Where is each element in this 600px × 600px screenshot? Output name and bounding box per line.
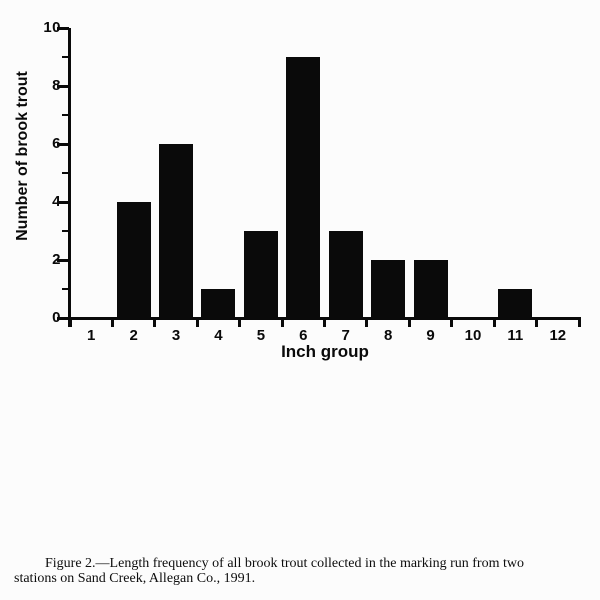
x-tick bbox=[238, 320, 242, 327]
x-tick-label: 5 bbox=[256, 327, 266, 344]
y-major-tick bbox=[57, 27, 69, 30]
y-tick-label: 2 bbox=[52, 251, 61, 268]
x-tick-label: 11 bbox=[507, 327, 524, 344]
y-minor-tick bbox=[62, 114, 69, 116]
y-minor-tick bbox=[62, 56, 69, 58]
y-tick-label: 8 bbox=[52, 77, 61, 94]
bar bbox=[371, 260, 406, 319]
y-major-tick bbox=[57, 143, 69, 146]
bar bbox=[243, 231, 278, 319]
figure-caption: Figure 2.—Length frequency of all brook … bbox=[14, 556, 586, 586]
x-tick bbox=[280, 320, 284, 327]
x-axis-line bbox=[68, 317, 581, 320]
x-tick bbox=[450, 320, 454, 327]
y-major-tick bbox=[57, 317, 69, 320]
x-tick bbox=[577, 320, 581, 327]
x-tick bbox=[110, 320, 114, 327]
bar bbox=[328, 231, 363, 319]
x-tick bbox=[68, 320, 72, 327]
y-major-tick bbox=[57, 85, 69, 88]
x-tick bbox=[323, 320, 326, 327]
x-tick bbox=[492, 320, 496, 327]
x-tick-label: 7 bbox=[341, 327, 350, 344]
y-minor-tick bbox=[62, 230, 69, 232]
y-major-tick bbox=[57, 259, 69, 262]
figure-caption-line: Figure 2.—Length frequency of all brook … bbox=[45, 556, 524, 571]
x-tick-label: 9 bbox=[426, 327, 435, 344]
bar bbox=[159, 144, 194, 319]
y-minor-tick bbox=[62, 288, 69, 290]
y-tick-label: 6 bbox=[52, 135, 61, 152]
x-tick bbox=[195, 320, 199, 327]
bar bbox=[286, 57, 321, 319]
figure-caption-line: stations on Sand Creek, Allegan Co., 199… bbox=[14, 571, 256, 586]
y-major-tick bbox=[57, 201, 69, 204]
x-tick-label: 6 bbox=[299, 327, 308, 344]
y-axis-line bbox=[68, 28, 71, 327]
x-tick bbox=[407, 320, 411, 327]
x-tick bbox=[535, 320, 539, 327]
bar bbox=[201, 289, 236, 319]
y-axis-title: Number of brook trout bbox=[14, 71, 31, 241]
x-tick bbox=[153, 320, 157, 327]
y-minor-tick bbox=[62, 172, 69, 174]
x-tick-label: 10 bbox=[464, 327, 482, 344]
x-tick-label: 3 bbox=[171, 327, 181, 344]
x-tick-label: 4 bbox=[214, 327, 223, 344]
x-tick-label: 8 bbox=[383, 327, 393, 344]
bar bbox=[116, 202, 151, 319]
x-tick-label: 1 bbox=[87, 327, 96, 344]
y-tick-label: 0 bbox=[52, 309, 61, 326]
x-axis-title: Inch group bbox=[281, 342, 369, 361]
y-tick-label: 10 bbox=[43, 19, 61, 36]
bar bbox=[413, 260, 448, 319]
x-tick bbox=[365, 320, 369, 327]
bar bbox=[498, 289, 533, 319]
x-tick-label: 2 bbox=[129, 327, 138, 344]
x-tick-label: 12 bbox=[549, 327, 567, 344]
y-tick-label: 4 bbox=[52, 193, 61, 210]
